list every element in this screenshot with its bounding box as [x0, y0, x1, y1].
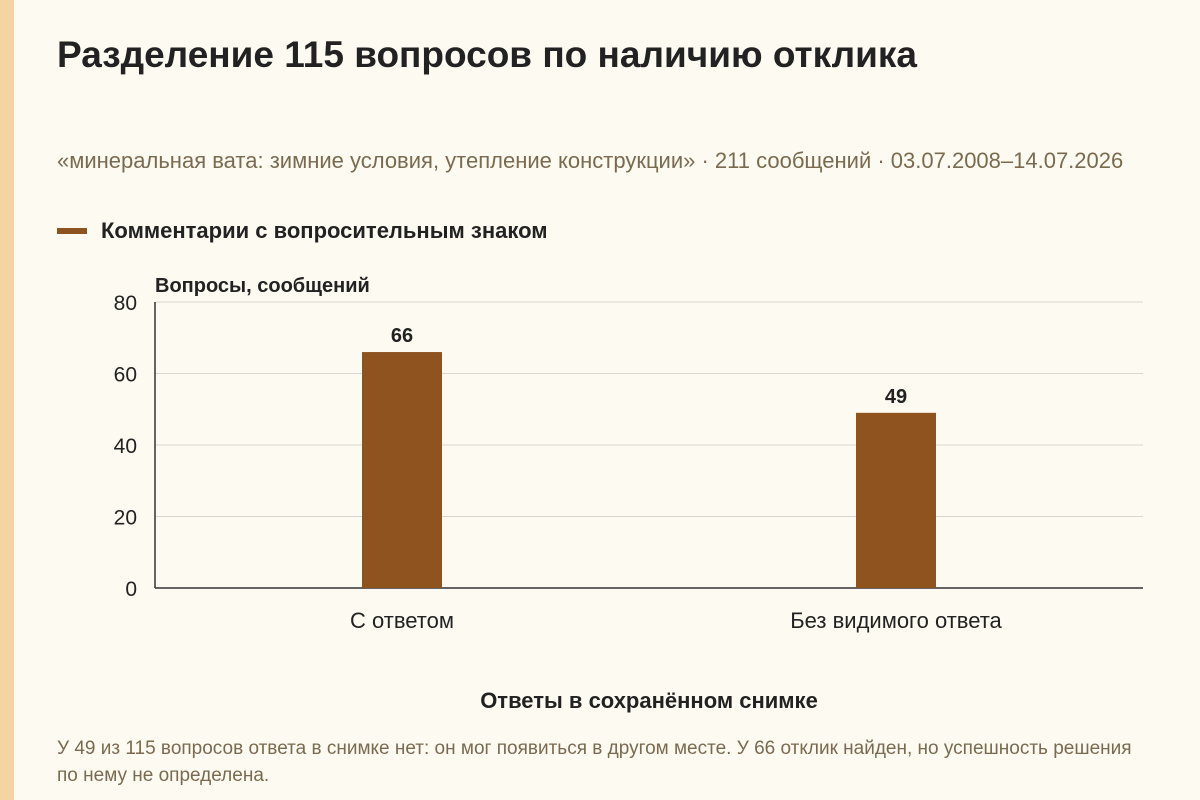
y-axis-label: Вопросы, сообщений	[155, 275, 370, 297]
bar-value-label: 49	[885, 386, 907, 408]
x-axis-label: Ответы в сохранённом снимке	[480, 688, 818, 713]
y-tick-label: 40	[114, 435, 137, 458]
x-tick-label: Без видимого ответа	[790, 608, 1002, 633]
y-tick-label: 0	[125, 578, 137, 601]
accent-strip	[0, 0, 14, 800]
bar	[362, 352, 442, 588]
legend-swatch	[57, 228, 87, 234]
y-tick-label: 80	[114, 292, 137, 315]
footnote: У 49 из 115 вопросов ответа в снимке нет…	[57, 738, 1132, 786]
y-tick-label: 20	[114, 507, 137, 530]
legend: Комментарии с вопросительным знаком	[57, 218, 548, 244]
chart-title: Разделение 115 вопросов по наличию откли…	[57, 34, 917, 75]
x-tick-label: С ответом	[350, 608, 454, 633]
chart-subtitle: «минеральная вата: зимние условия, утепл…	[57, 148, 1124, 173]
legend-label: Комментарии с вопросительным знаком	[101, 218, 548, 243]
bar	[856, 412, 936, 588]
bar-value-label: 66	[391, 325, 413, 347]
y-tick-label: 60	[114, 364, 137, 387]
